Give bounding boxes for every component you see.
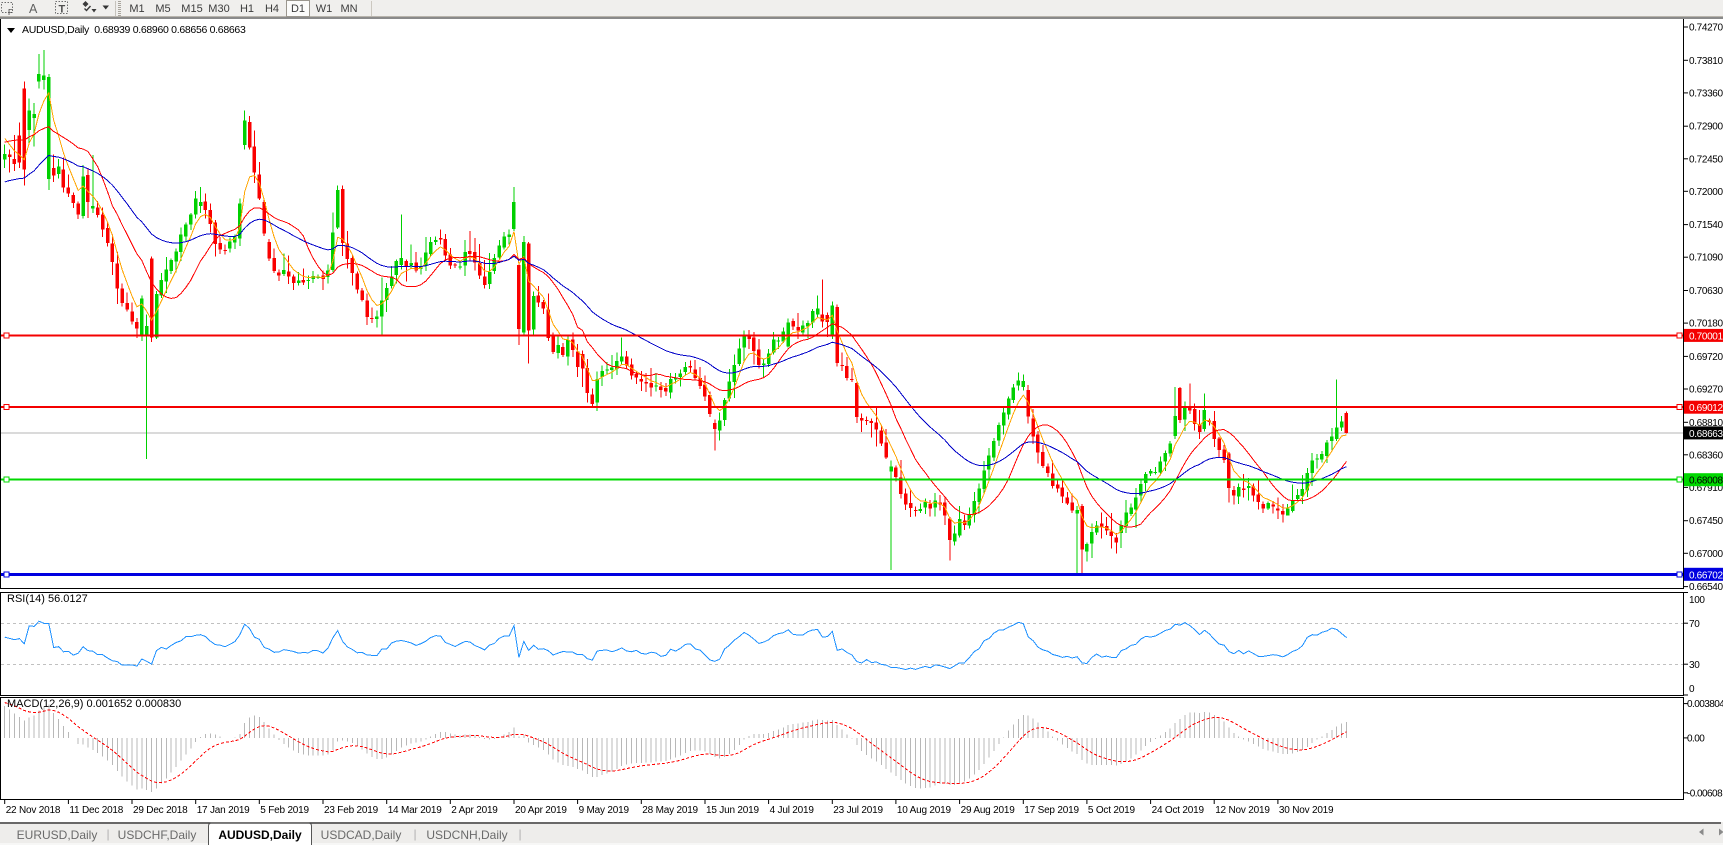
- svg-text:23 Feb 2019: 23 Feb 2019: [324, 805, 379, 816]
- svg-text:0: 0: [1689, 684, 1695, 695]
- svg-text:0.71540: 0.71540: [1689, 220, 1723, 231]
- svg-text:0.73360: 0.73360: [1689, 88, 1723, 99]
- svg-text:17 Sep 2019: 17 Sep 2019: [1024, 805, 1079, 816]
- svg-text:MACD(12,26,9) 0.001652 0.00083: MACD(12,26,9) 0.001652 0.000830: [7, 698, 181, 710]
- svg-text:0.70630: 0.70630: [1689, 286, 1723, 297]
- svg-text:MN: MN: [340, 3, 357, 15]
- svg-text:0.69012: 0.69012: [1689, 403, 1723, 414]
- svg-text:D1: D1: [291, 3, 305, 15]
- svg-text:0.003804: 0.003804: [1687, 699, 1723, 710]
- svg-text:|: |: [413, 827, 416, 841]
- svg-text:H1: H1: [240, 3, 254, 15]
- svg-text:0.68360: 0.68360: [1689, 450, 1723, 461]
- svg-text:0.74270: 0.74270: [1689, 23, 1723, 34]
- svg-text:0.66702: 0.66702: [1689, 570, 1723, 581]
- svg-text:15 Jun 2019: 15 Jun 2019: [706, 805, 759, 816]
- svg-text:USDCAD,Daily: USDCAD,Daily: [321, 828, 402, 842]
- svg-text:USDCHF,Daily: USDCHF,Daily: [118, 828, 197, 842]
- svg-text:4 Jul 2019: 4 Jul 2019: [770, 805, 815, 816]
- svg-text:5 Feb 2019: 5 Feb 2019: [260, 805, 309, 816]
- svg-text:30: 30: [1689, 660, 1700, 671]
- svg-text:28 May 2019: 28 May 2019: [642, 805, 698, 816]
- svg-text:A: A: [29, 2, 38, 16]
- svg-text:100: 100: [1689, 595, 1705, 606]
- svg-text:M30: M30: [208, 3, 229, 15]
- svg-text:M5: M5: [155, 3, 170, 15]
- svg-text:12 Nov 2019: 12 Nov 2019: [1215, 805, 1270, 816]
- svg-text:23 Jul 2019: 23 Jul 2019: [833, 805, 883, 816]
- svg-text:|: |: [518, 827, 521, 841]
- svg-text:M15: M15: [181, 3, 202, 15]
- svg-text:0.67910: 0.67910: [1689, 483, 1723, 494]
- svg-text:30 Nov 2019: 30 Nov 2019: [1279, 805, 1334, 816]
- svg-text:9 May 2019: 9 May 2019: [579, 805, 630, 816]
- svg-text:10 Aug 2019: 10 Aug 2019: [897, 805, 952, 816]
- svg-text:14 Mar 2019: 14 Mar 2019: [388, 805, 443, 816]
- svg-text:20 Apr 2019: 20 Apr 2019: [515, 805, 567, 816]
- svg-text:0.72450: 0.72450: [1689, 154, 1723, 165]
- svg-text:AUDUSD,Daily: AUDUSD,Daily: [218, 828, 302, 842]
- svg-text:2 Apr 2019: 2 Apr 2019: [451, 805, 498, 816]
- svg-text:0.73810: 0.73810: [1689, 56, 1723, 67]
- svg-text:0.70180: 0.70180: [1689, 319, 1723, 330]
- svg-text:0.67000: 0.67000: [1689, 549, 1723, 560]
- svg-text:0.70001: 0.70001: [1689, 331, 1723, 342]
- svg-text:0.68810: 0.68810: [1689, 418, 1723, 429]
- svg-text:0.68663: 0.68663: [1689, 429, 1723, 440]
- svg-text:EURUSD,Daily: EURUSD,Daily: [17, 828, 98, 842]
- svg-text:W1: W1: [316, 3, 333, 15]
- svg-text:11 Dec 2018: 11 Dec 2018: [69, 805, 123, 816]
- svg-text:0.72000: 0.72000: [1689, 187, 1723, 198]
- svg-text:-0.00608: -0.00608: [1687, 788, 1723, 799]
- svg-text:F: F: [8, 8, 13, 17]
- svg-text:AUDUSD,Daily 0.68939 0.68960: AUDUSD,Daily 0.68939 0.68960 0.68656 0.6…: [22, 24, 246, 36]
- svg-text:|: |: [106, 827, 109, 841]
- svg-text:0.67450: 0.67450: [1689, 516, 1723, 527]
- svg-text:0.68008: 0.68008: [1689, 476, 1723, 487]
- svg-text:22 Nov 2018: 22 Nov 2018: [6, 805, 61, 816]
- svg-text:0.69720: 0.69720: [1689, 352, 1723, 363]
- svg-text:0.71090: 0.71090: [1689, 253, 1723, 264]
- svg-text:24 Oct 2019: 24 Oct 2019: [1152, 805, 1205, 816]
- svg-text:T: T: [59, 4, 66, 16]
- svg-text:5 Oct 2019: 5 Oct 2019: [1088, 805, 1136, 816]
- svg-text:RSI(14) 56.0127: RSI(14) 56.0127: [7, 593, 88, 605]
- svg-text:29 Dec 2018: 29 Dec 2018: [133, 805, 188, 816]
- svg-text:17 Jan 2019: 17 Jan 2019: [197, 805, 250, 816]
- svg-text:29 Aug 2019: 29 Aug 2019: [961, 805, 1016, 816]
- svg-text:USDCNH,Daily: USDCNH,Daily: [426, 828, 507, 842]
- svg-text:H4: H4: [265, 3, 279, 15]
- svg-text:0.69270: 0.69270: [1689, 385, 1723, 396]
- svg-text:70: 70: [1689, 619, 1700, 630]
- svg-text:M1: M1: [129, 3, 144, 15]
- svg-text:0.66540: 0.66540: [1689, 582, 1723, 593]
- svg-text:0.00: 0.00: [1687, 733, 1705, 744]
- svg-text:0.72900: 0.72900: [1689, 122, 1723, 133]
